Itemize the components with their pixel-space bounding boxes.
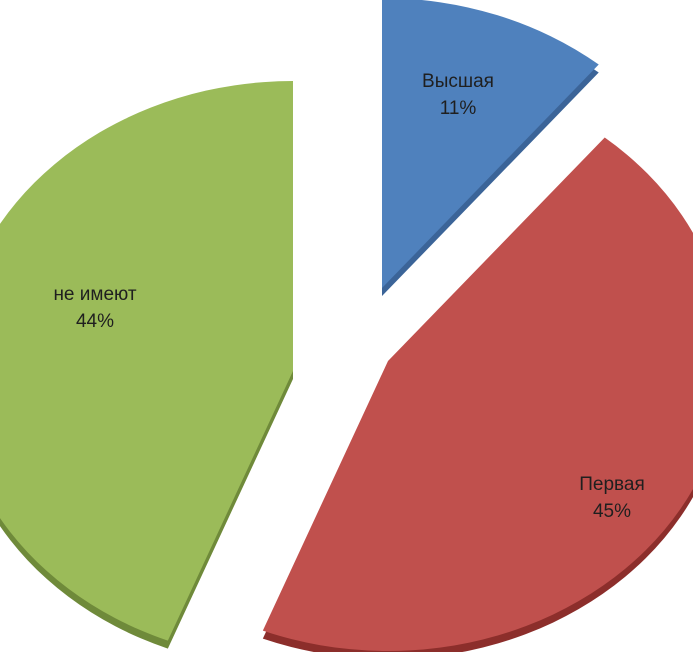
slice-name: Высшая	[422, 71, 494, 92]
pie-slice-3	[0, 81, 293, 641]
slice-label-3: не имеют 44%	[53, 284, 136, 332]
slice-percent: 44%	[76, 311, 114, 332]
pie-slice-1	[382, 0, 599, 288]
slice-label-2: Первая 45%	[579, 474, 645, 522]
slice-name: Первая	[579, 474, 645, 495]
slice-percent: 45%	[593, 501, 631, 522]
pie-slice-2	[262, 137, 693, 651]
slice-label-1: Высшая 11%	[422, 71, 494, 119]
slice-name: не имеют	[53, 284, 136, 305]
slice-percent: 11%	[440, 98, 477, 119]
